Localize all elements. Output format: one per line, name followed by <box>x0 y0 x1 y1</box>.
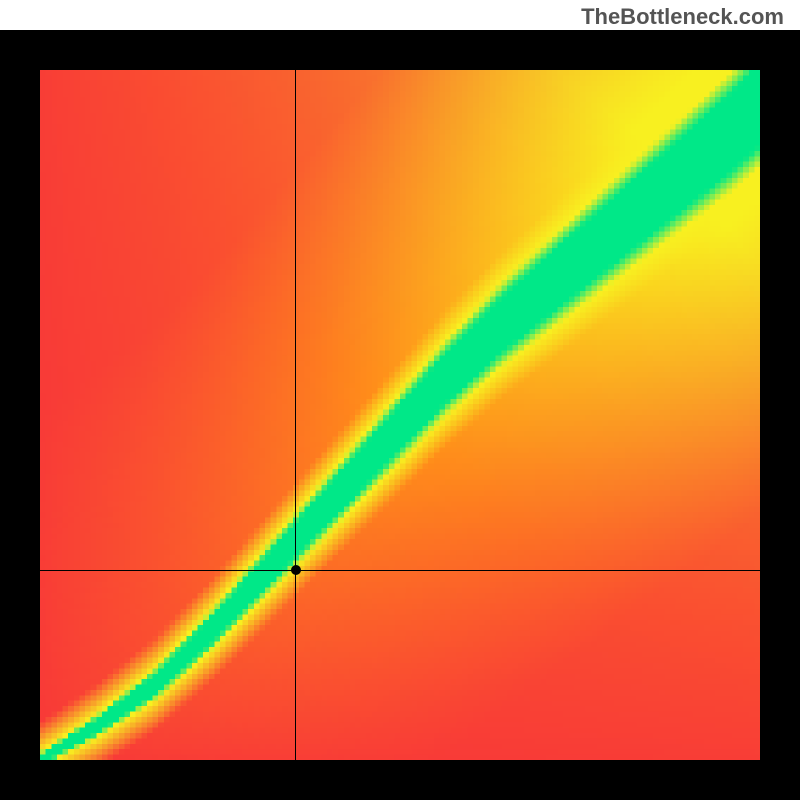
crosshair-marker <box>291 565 301 575</box>
crosshair-vertical <box>295 70 296 760</box>
watermark-text: TheBottleneck.com <box>581 4 784 30</box>
root-container: TheBottleneck.com <box>0 0 800 800</box>
bottleneck-heatmap <box>40 70 760 760</box>
crosshair-horizontal <box>40 570 760 571</box>
